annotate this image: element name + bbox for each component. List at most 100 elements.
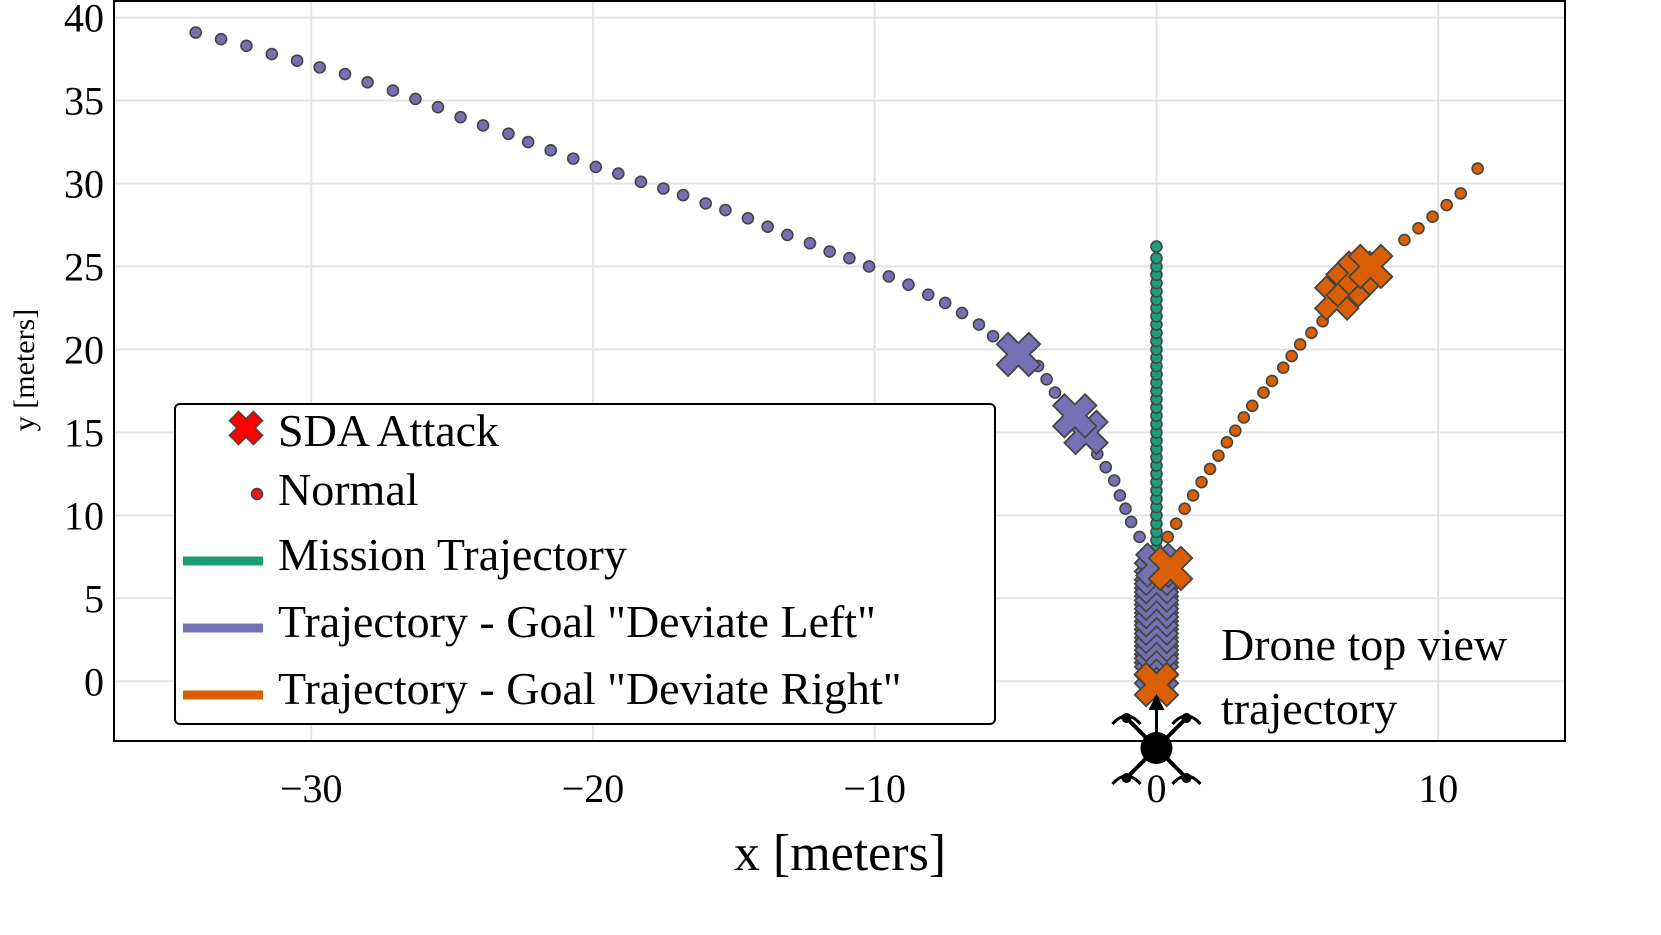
legend-mission-label: Mission Trajectory (278, 529, 627, 580)
normal-point (938, 296, 952, 310)
legend-entry-deviate-right: Trajectory - Goal "Deviate Right" (183, 663, 902, 714)
normal-point (1133, 530, 1146, 544)
normal-point (1245, 399, 1259, 413)
drone-heading-arrowhead (1148, 694, 1165, 710)
normal-point (719, 203, 732, 217)
x-tick-label: −30 (280, 766, 343, 811)
y-tick-label: 25 (64, 244, 104, 289)
normal-point (386, 84, 400, 97)
normal-point (1107, 474, 1121, 487)
normal-point (972, 318, 986, 331)
normal-point (741, 212, 755, 225)
plot-area (189, 26, 1484, 708)
legend-deviate-left-label: Trajectory - Goal "Deviate Left" (278, 596, 876, 647)
normal-point (843, 251, 856, 265)
normal-point (566, 152, 580, 165)
normal-point (476, 119, 490, 132)
normal-point (1454, 187, 1468, 200)
normal-point (1048, 386, 1062, 399)
y-tick-label: 20 (64, 327, 104, 372)
y-axis-label: y [meters] (8, 309, 41, 431)
normal-point (1293, 338, 1307, 351)
normal-point (1150, 251, 1163, 265)
y-tick-label: 10 (64, 493, 104, 538)
normal-point (521, 135, 535, 149)
normal-point (634, 175, 648, 189)
drone-body (1140, 732, 1173, 764)
normal-point (265, 47, 279, 61)
normal-point (240, 39, 253, 53)
normal-point (761, 220, 774, 233)
legend: SDA Attack Normal Mission Trajectory Tra… (174, 403, 996, 725)
normal-point (313, 61, 326, 74)
y-tick-label: 15 (64, 410, 104, 455)
normal-point (1099, 460, 1113, 474)
legend-entry-normal: Normal (250, 464, 419, 515)
normal-point (986, 329, 1000, 343)
normal-point (1440, 198, 1453, 212)
sda-attack-marker (1147, 545, 1194, 592)
normal-point (781, 228, 794, 242)
normal-point (361, 76, 374, 89)
legend-deviate-right-label: Trajectory - Goal "Deviate Right" (278, 663, 902, 714)
plot-frame (113, 0, 1566, 742)
x-tick-label: −20 (562, 766, 625, 811)
legend-normal-marker-icon (250, 487, 264, 501)
normal-point (699, 197, 712, 210)
normal-point (921, 288, 935, 301)
annotation-line-2: trajectory (1221, 683, 1397, 734)
normal-point (1040, 372, 1053, 386)
x-axis-ticks: −30 −20 −10 0 10 (280, 766, 1458, 811)
normal-point (676, 188, 690, 202)
legend-sda-attack-marker-icon (228, 410, 264, 446)
drone-propeller (1111, 714, 1142, 726)
normal-point (338, 67, 352, 81)
drone-propeller (1171, 774, 1202, 786)
drone-propeller (1171, 714, 1202, 726)
normal-point (1150, 240, 1163, 253)
legend-entry-sda-attack: SDA Attack (228, 405, 499, 456)
legend-entry-deviate-left: Trajectory - Goal "Deviate Left" (183, 596, 876, 647)
normal-point (1229, 424, 1242, 438)
normal-point (1169, 517, 1183, 530)
legend-entry-mission-trajectory: Mission Trajectory (183, 529, 627, 580)
normal-point (290, 54, 304, 68)
normal-point (1426, 210, 1439, 223)
legend-box (174, 403, 996, 725)
normal-point (431, 100, 445, 114)
normal-point (882, 270, 896, 283)
normal-point (544, 144, 558, 157)
sda-attack-marker (1347, 243, 1394, 290)
y-axis-ticks: 0 5 10 15 20 25 30 35 40 (64, 0, 104, 704)
normal-point (955, 306, 969, 320)
normal-point (1203, 462, 1217, 476)
normal-point (189, 26, 203, 39)
normal-point (1237, 411, 1251, 424)
normal-point (1276, 361, 1290, 374)
normal-point (1212, 449, 1225, 462)
normal-point (1186, 489, 1200, 502)
legend-normal-label: Normal (278, 464, 419, 515)
normal-point (1285, 349, 1299, 363)
normal-point (502, 127, 515, 141)
normal-point (1119, 502, 1132, 516)
legend-sda-attack-label: SDA Attack (278, 405, 499, 456)
drone-propeller (1111, 774, 1142, 786)
normal-point (1113, 489, 1127, 502)
normal-point (1161, 530, 1175, 544)
normal-point (902, 278, 915, 292)
sda-attack-marker (995, 331, 1042, 378)
x-tick-label: 0 (1146, 766, 1166, 811)
normal-point (862, 260, 876, 273)
normal-point (1471, 162, 1484, 175)
normal-point (612, 167, 625, 180)
normal-point (1305, 326, 1318, 340)
annotation-line-1: Drone top view (1221, 619, 1508, 670)
y-tick-label: 5 (84, 576, 104, 621)
sda-attack-marker (1051, 392, 1098, 439)
y-tick-label: 40 (64, 0, 104, 41)
x-axis-label: x [meters] (734, 825, 946, 882)
normal-point (1265, 374, 1279, 388)
y-tick-label: 0 (84, 659, 104, 704)
normal-point (589, 160, 603, 174)
